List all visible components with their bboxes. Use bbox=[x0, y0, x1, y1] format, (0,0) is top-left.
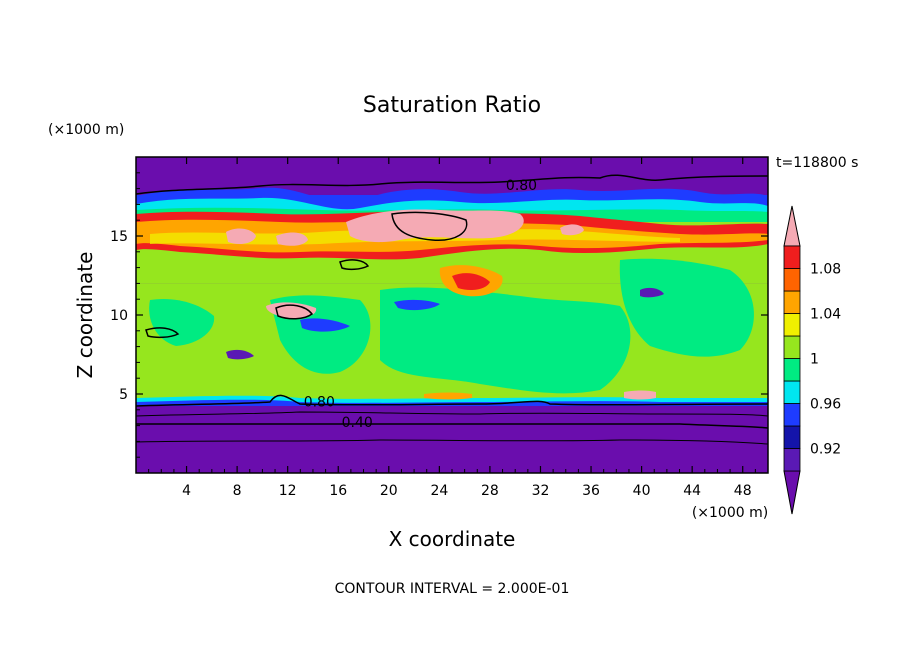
x-tick-label-6: 28 bbox=[481, 483, 499, 499]
colorbar-labels: 0.92 0.96 1 1.04 1.08 bbox=[810, 262, 841, 458]
contour-top bbox=[136, 174, 768, 195]
contour-label-2: 0.40 bbox=[342, 415, 373, 431]
contour-mid-loop-2 bbox=[275, 304, 314, 320]
colorbar-bottom-arrow bbox=[783, 470, 801, 515]
colorbar-swatch-6 bbox=[783, 313, 801, 337]
mid-blue-streak-4 bbox=[640, 287, 664, 298]
mid-green-patch-4 bbox=[149, 298, 215, 346]
colorbar-swatch-9 bbox=[783, 245, 801, 269]
contour-lines bbox=[136, 174, 768, 445]
contour-mid-loop-1 bbox=[391, 211, 468, 241]
mid-blue-streak-3 bbox=[226, 349, 254, 360]
colorbar-swatch-2 bbox=[783, 403, 801, 427]
colorbar-swatch-0 bbox=[783, 448, 801, 472]
y-axis-label: Z coordinate bbox=[73, 252, 97, 379]
pink-region-small-3 bbox=[560, 224, 584, 236]
x-tick-label-10: 44 bbox=[683, 483, 701, 499]
pink-region-small-1 bbox=[226, 228, 256, 244]
colorbar-swatch-1 bbox=[783, 425, 801, 449]
contour-mid-loop-4 bbox=[339, 259, 370, 271]
y-unit-label: (×1000 m) bbox=[48, 122, 124, 138]
mid-blue-streak-1 bbox=[394, 299, 440, 311]
contour-bottom-1 bbox=[136, 394, 768, 407]
colorbar-label-4: 1.08 bbox=[810, 262, 841, 278]
pink-region bbox=[346, 209, 524, 243]
x-tick-label-5: 24 bbox=[430, 483, 448, 499]
chart-title: Saturation Ratio bbox=[363, 93, 541, 118]
time-label: t=118800 s bbox=[776, 155, 858, 171]
low-pink-strip-2 bbox=[624, 390, 656, 400]
band-0 bbox=[136, 400, 768, 473]
y-tick-label-2: 15 bbox=[110, 229, 128, 245]
plot-field bbox=[136, 157, 768, 473]
colorbar-label-1: 0.96 bbox=[810, 397, 841, 413]
colorbar-swatch-5 bbox=[783, 335, 801, 359]
y-tick-label-1: 10 bbox=[110, 308, 128, 324]
mid-red-cluster bbox=[452, 273, 490, 290]
x-tick-label-9: 40 bbox=[633, 483, 651, 499]
low-orange-strip-1 bbox=[424, 392, 472, 400]
x-tick-label-7: 32 bbox=[532, 483, 550, 499]
contour-label-0: 0.80 bbox=[506, 178, 537, 194]
colorbar-top-arrow bbox=[783, 205, 801, 247]
mid-green-patch-2 bbox=[380, 287, 631, 394]
x-tick-label-1: 8 bbox=[233, 483, 242, 499]
colorbar-label-3: 1.04 bbox=[810, 307, 841, 323]
mid-green-patch-3 bbox=[619, 258, 754, 357]
contour-bottom-4 bbox=[136, 439, 768, 445]
y-axis: 5 10 15 bbox=[110, 172, 768, 458]
colorbar-label-0: 0.92 bbox=[810, 442, 841, 458]
colorbar bbox=[783, 205, 801, 515]
contour-mid-loop-3 bbox=[145, 327, 180, 339]
colorbar-label-2: 1 bbox=[810, 352, 819, 368]
footer-text: CONTOUR INTERVAL = 2.000E-01 bbox=[335, 581, 570, 597]
x-tick-label-2: 12 bbox=[279, 483, 297, 499]
mid-blue-streak-2 bbox=[300, 318, 350, 332]
x-axis: 4 8 12 16 20 24 28 32 36 40 44 48 bbox=[148, 157, 756, 499]
x-unit-label: (×1000 m) bbox=[692, 505, 768, 521]
contour-labels: 0.80 0.80 0.40 bbox=[304, 178, 537, 431]
x-tick-label-11: 48 bbox=[734, 483, 752, 499]
colorbar-swatch-8 bbox=[783, 268, 801, 292]
x-tick-label-0: 4 bbox=[182, 483, 191, 499]
colorbar-swatch-3 bbox=[783, 380, 801, 404]
colorbar-swatch-4 bbox=[783, 358, 801, 382]
contour-bottom-3 bbox=[136, 423, 768, 429]
x-tick-label-4: 20 bbox=[380, 483, 398, 499]
x-tick-label-8: 36 bbox=[582, 483, 600, 499]
contour-label-1: 0.80 bbox=[304, 395, 335, 411]
contour-bottom-2 bbox=[136, 411, 768, 417]
band-4 bbox=[136, 157, 768, 195]
pink-region-small-2 bbox=[276, 232, 308, 246]
colorbar-swatch-7 bbox=[783, 290, 801, 314]
y-tick-label-0: 5 bbox=[119, 387, 128, 403]
x-axis-label: X coordinate bbox=[389, 527, 516, 551]
x-tick-label-3: 16 bbox=[329, 483, 347, 499]
